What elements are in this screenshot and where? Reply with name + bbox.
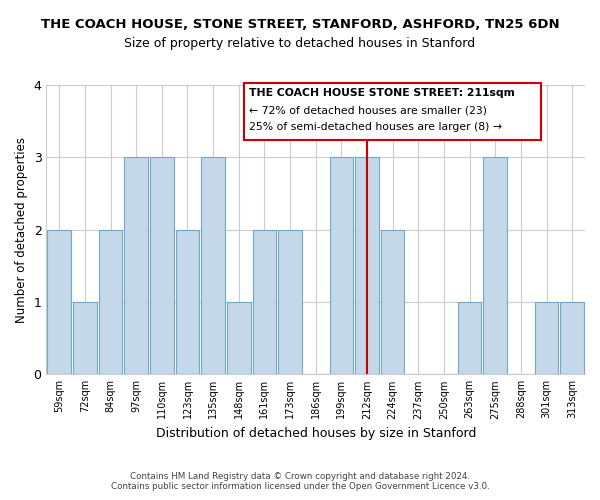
Text: 25% of semi-detached houses are larger (8) →: 25% of semi-detached houses are larger (…: [248, 122, 502, 132]
Bar: [278, 230, 302, 374]
Bar: [484, 158, 507, 374]
Bar: [253, 230, 276, 374]
Y-axis label: Number of detached properties: Number of detached properties: [15, 136, 28, 322]
X-axis label: Distribution of detached houses by size in Stanford: Distribution of detached houses by size …: [155, 427, 476, 440]
Text: Size of property relative to detached houses in Stanford: Size of property relative to detached ho…: [124, 38, 476, 51]
Text: Contains HM Land Registry data © Crown copyright and database right 2024.: Contains HM Land Registry data © Crown c…: [130, 472, 470, 481]
Bar: [329, 158, 353, 374]
Bar: [381, 230, 404, 374]
Bar: [227, 302, 251, 374]
Bar: [560, 302, 584, 374]
Text: THE COACH HOUSE STONE STREET: 211sqm: THE COACH HOUSE STONE STREET: 211sqm: [248, 88, 515, 99]
Bar: [355, 158, 379, 374]
Bar: [99, 230, 122, 374]
Text: Contains public sector information licensed under the Open Government Licence v3: Contains public sector information licen…: [110, 482, 490, 491]
Bar: [202, 158, 225, 374]
Bar: [124, 158, 148, 374]
Text: ← 72% of detached houses are smaller (23): ← 72% of detached houses are smaller (23…: [248, 105, 487, 115]
Bar: [150, 158, 173, 374]
Bar: [458, 302, 481, 374]
Bar: [47, 230, 71, 374]
Bar: [73, 302, 97, 374]
Bar: [535, 302, 559, 374]
Text: THE COACH HOUSE, STONE STREET, STANFORD, ASHFORD, TN25 6DN: THE COACH HOUSE, STONE STREET, STANFORD,…: [41, 18, 559, 30]
Bar: [176, 230, 199, 374]
